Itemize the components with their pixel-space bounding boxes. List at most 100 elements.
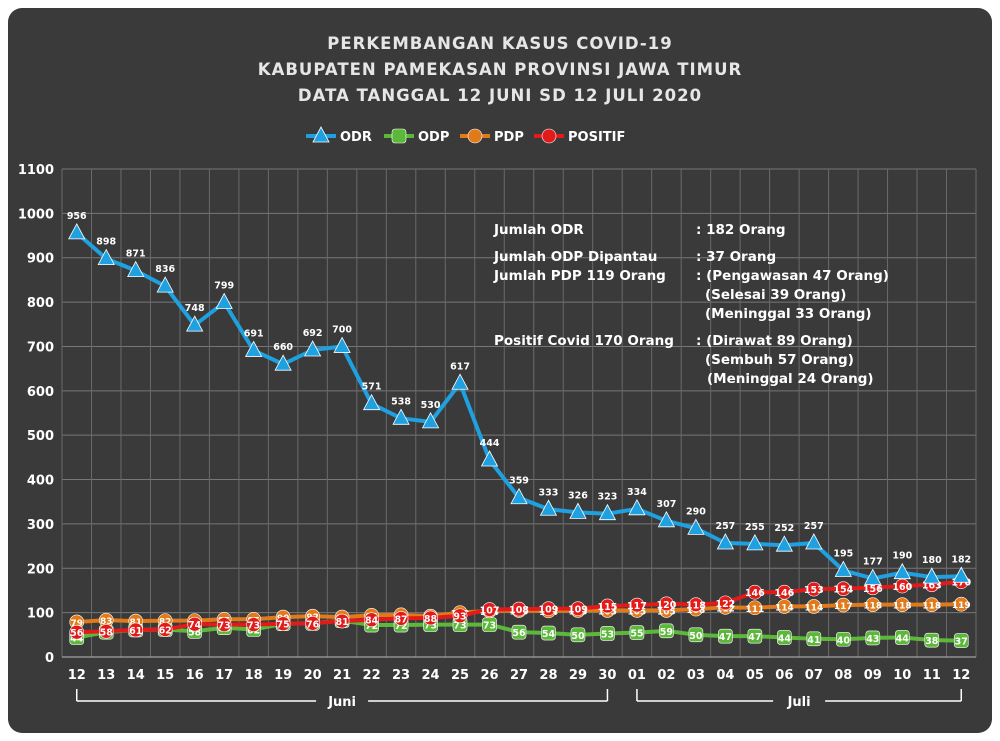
data-point-positif	[718, 595, 733, 611]
data-label-positif: 84	[365, 616, 379, 627]
data-label-positif: 93	[453, 612, 466, 623]
data-label-odp: 37	[955, 637, 968, 648]
x-tick-label: 06	[775, 668, 793, 683]
data-point-odr	[480, 450, 499, 467]
x-tick-label: 04	[716, 668, 734, 683]
data-label-odr: 836	[155, 264, 175, 275]
data-point-odr	[834, 560, 852, 577]
x-tick-label: 08	[834, 668, 852, 683]
data-label-positif: 108	[509, 605, 529, 616]
series-odr: 956 898 871 836 748 799 691 660 692 700 571 538 530 6…	[67, 211, 971, 585]
data-label-positif: 73	[247, 621, 260, 632]
data-point-pdp	[953, 596, 969, 612]
y-tick-label: 1000	[18, 207, 54, 222]
data-point-odp	[894, 630, 910, 645]
data-label-pdp: 119	[952, 601, 971, 611]
data-point-odr	[687, 518, 705, 535]
data-point-positif	[275, 616, 291, 632]
data-label-odr: 326	[568, 490, 588, 501]
y-tick-label: 600	[27, 385, 54, 400]
data-point-odr	[539, 499, 558, 516]
x-tick-label: 03	[687, 668, 705, 683]
data-point-odr	[274, 354, 292, 371]
x-tick-label: 27	[510, 668, 528, 683]
data-label-odr: 180	[922, 555, 942, 566]
data-point-pdp	[747, 600, 763, 616]
data-label-pdp: 114	[804, 603, 823, 613]
data-point-odr	[156, 276, 174, 293]
data-point-odr	[68, 223, 86, 240]
data-label-positif: 74	[188, 620, 202, 631]
data-label-odp: 56	[512, 628, 526, 639]
legend-label-odr: ODR	[340, 130, 372, 145]
data-label-positif: 73	[218, 621, 231, 632]
data-point-positif	[629, 597, 645, 613]
data-point-odr	[362, 393, 381, 411]
x-tick-label: 05	[746, 668, 764, 683]
data-point-odr	[510, 487, 528, 505]
x-tick-label: 24	[422, 668, 440, 683]
data-point-positif	[128, 622, 144, 638]
data-label-odp: 44	[896, 633, 910, 644]
data-point-positif	[659, 596, 674, 612]
x-tick-label: 09	[864, 668, 882, 683]
data-label-positif: 170	[951, 578, 971, 589]
data-label-odr: 195	[833, 548, 853, 559]
data-point-odp	[953, 633, 969, 648]
x-tick-label: 12	[952, 668, 970, 683]
data-label-positif: 117	[627, 601, 647, 612]
data-label-odp: 54	[542, 629, 556, 640]
data-point-positif	[246, 617, 261, 632]
data-label-positif: 61	[129, 626, 142, 637]
data-point-positif	[541, 601, 556, 616]
data-label-odr: 182	[951, 554, 971, 565]
data-point-odr	[628, 498, 646, 516]
data-label-odr: 190	[892, 551, 912, 562]
data-label-pdp: 118	[922, 602, 941, 612]
data-point-odr	[657, 510, 676, 528]
data-label-odr: 871	[126, 249, 146, 260]
data-point-positif	[570, 601, 586, 616]
data-label-pdp: 105	[628, 607, 647, 617]
data-label-odr: 748	[185, 303, 205, 314]
data-point-positif	[364, 612, 379, 628]
data-point-odp	[718, 628, 733, 644]
data-label-positif: 107	[480, 606, 500, 617]
data-label-odp: 73	[453, 621, 466, 632]
month-label: Juni	[327, 695, 356, 710]
data-point-odp	[924, 632, 940, 648]
data-label-odp: 47	[748, 632, 761, 643]
data-point-odp	[659, 623, 674, 639]
x-tick-label: 10	[893, 668, 911, 683]
data-label-odr: 177	[863, 556, 883, 567]
legend-marker-odp	[391, 128, 407, 144]
data-label-odr: 898	[96, 237, 116, 248]
legend-label-positif: POSITIF	[568, 130, 625, 145]
data-label-odr: 444	[480, 438, 500, 449]
data-point-odp	[570, 627, 586, 643]
data-point-positif	[806, 581, 822, 597]
data-label-odp: 41	[807, 635, 820, 646]
data-label-odp: 38	[925, 636, 939, 647]
data-label-positif: 62	[159, 625, 172, 636]
x-tick-label: 18	[245, 668, 263, 683]
x-tick-label: 26	[480, 668, 498, 683]
data-point-positif	[600, 598, 615, 614]
data-point-odp	[688, 627, 704, 643]
data-label-positif: 146	[774, 588, 794, 599]
data-label-odp: 55	[630, 629, 643, 640]
data-point-positif	[836, 581, 851, 596]
x-tick-label: 13	[97, 668, 115, 683]
data-label-positif: 160	[892, 582, 912, 593]
data-label-odp: 47	[719, 632, 732, 643]
data-label-positif: 122	[715, 599, 735, 610]
data-label-odr: 290	[686, 506, 706, 517]
x-tick-label: 15	[156, 668, 174, 683]
data-label-odp: 43	[866, 634, 879, 645]
data-label-odp: 72	[394, 621, 407, 632]
data-label-odp: 50	[689, 631, 703, 642]
legend-item-odp: ODP	[384, 128, 449, 145]
data-label-odr: 538	[391, 396, 411, 407]
data-point-positif	[305, 615, 320, 631]
legend-marker-positif	[541, 128, 557, 144]
